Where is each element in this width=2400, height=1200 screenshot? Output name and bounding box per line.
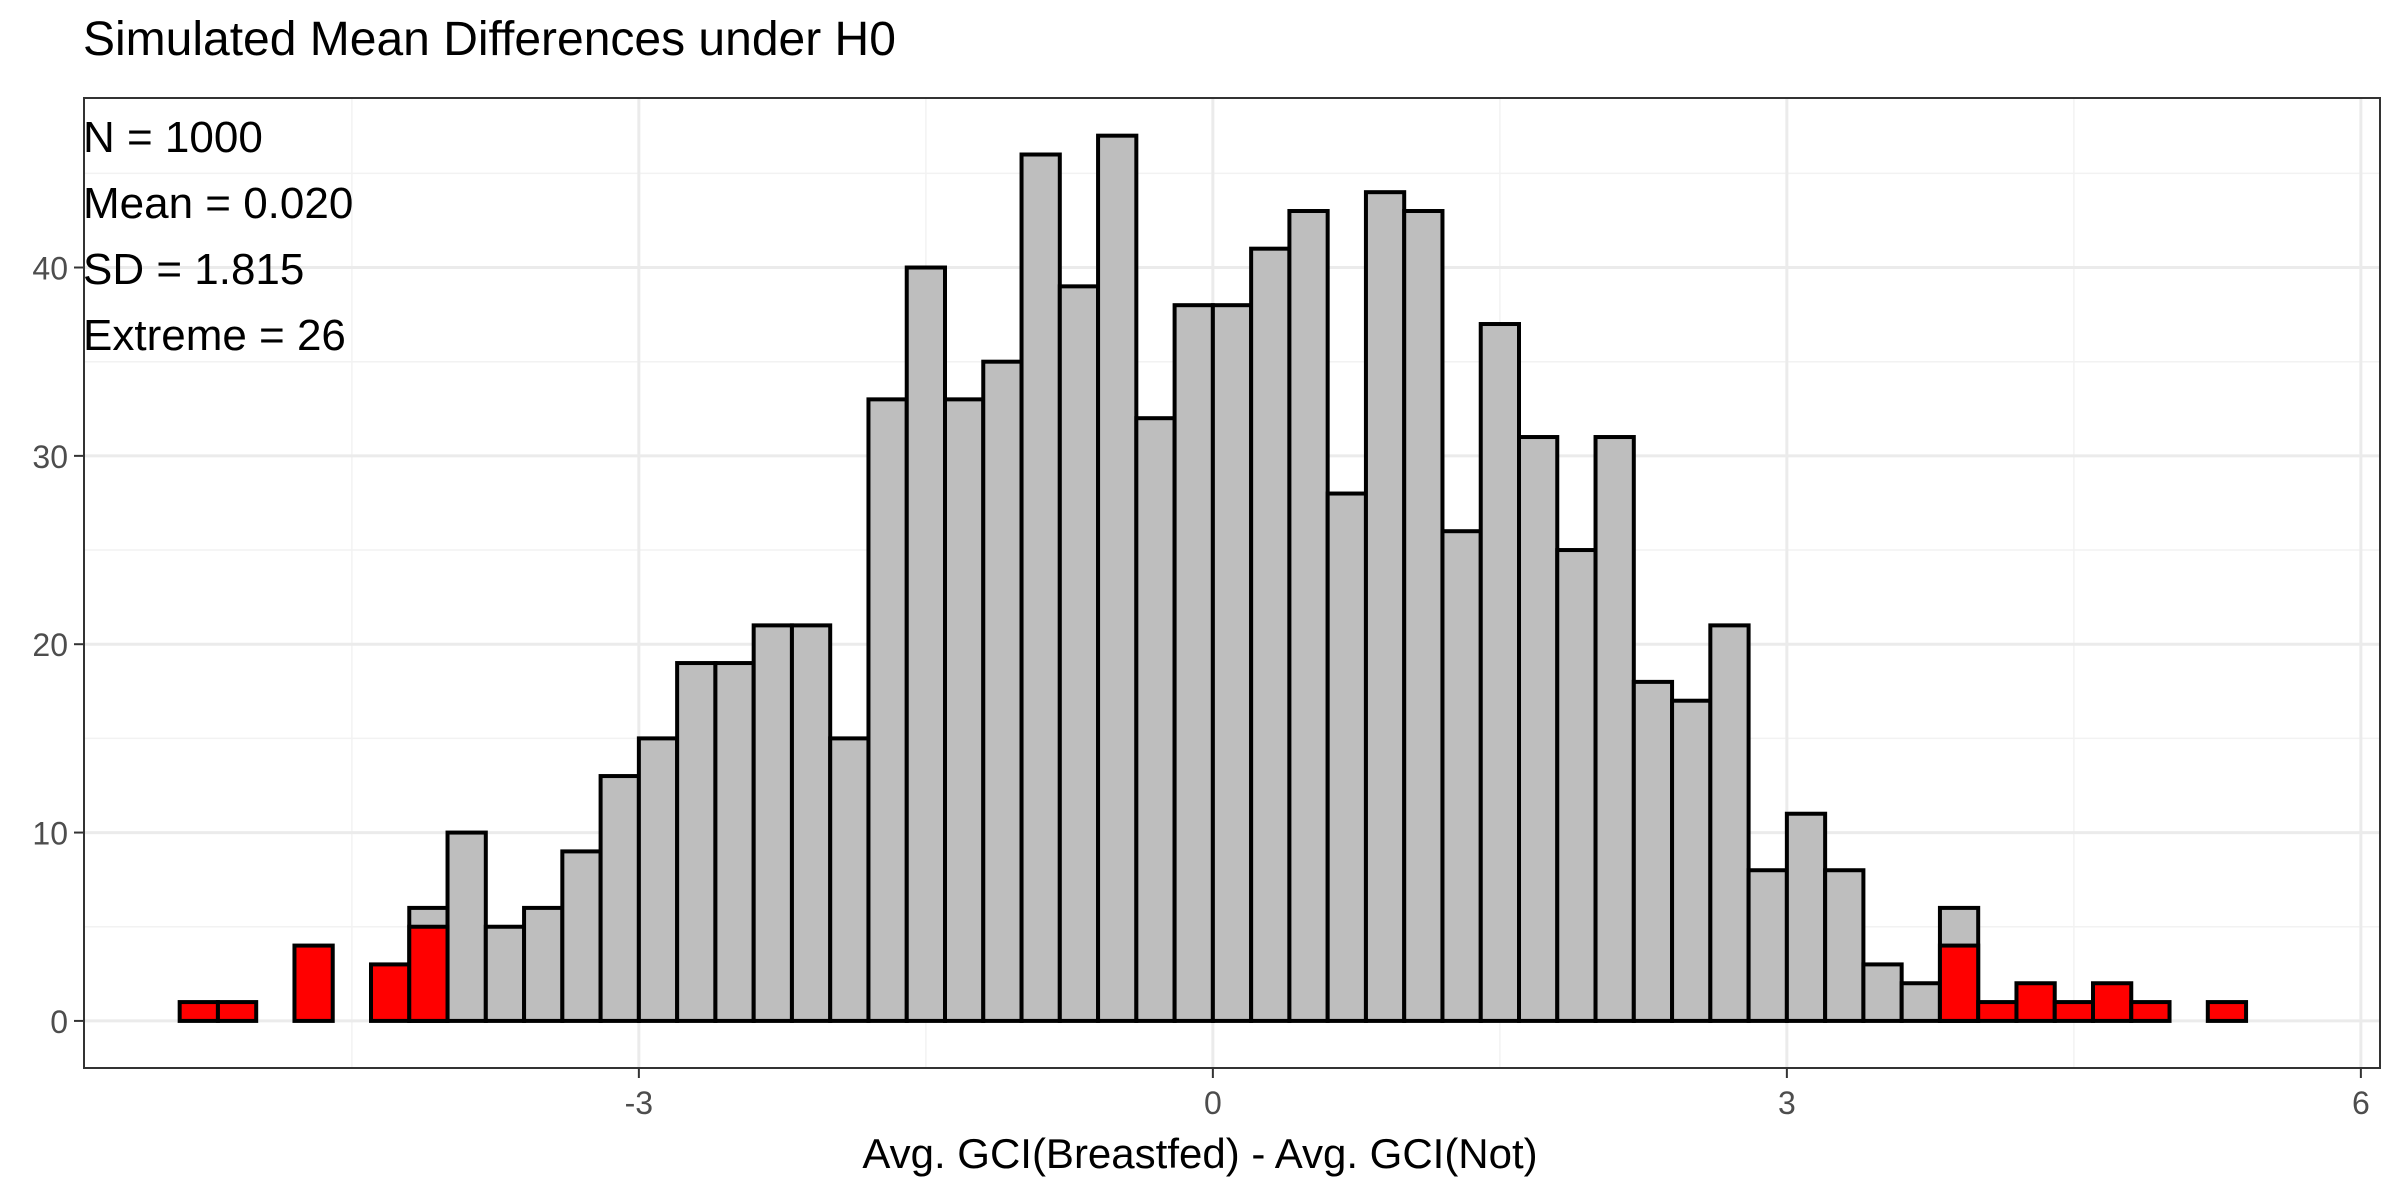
histogram-bar [445, 830, 488, 1023]
histogram-bar [1746, 868, 1789, 1023]
annotation-sd: SD = 1.815 [83, 245, 305, 294]
histogram-bar [483, 924, 527, 1023]
histogram-bar [1134, 416, 1177, 1023]
histogram-bar [1249, 246, 1292, 1023]
histogram-bar [1440, 529, 1483, 1023]
histogram-bar [1325, 491, 1368, 1023]
annotation-n: N = 1000 [83, 113, 263, 162]
histogram-bar [1287, 209, 1330, 1023]
chart-title: Simulated Mean Differences under H0 [83, 13, 896, 66]
extreme-bar [1937, 943, 1981, 1023]
extreme-bar [2129, 1000, 2172, 1023]
histogram-bar [1517, 435, 1560, 1023]
histogram-bars [177, 133, 2249, 1023]
histogram-bar [1784, 811, 1828, 1023]
plot-panel-border [83, 97, 2381, 1069]
histogram-bar [828, 736, 871, 1023]
histogram-bar [1899, 981, 1942, 1023]
extreme-bar [2205, 1000, 2249, 1023]
y-tick-label: 0 [50, 1004, 68, 1040]
histogram-bar [1670, 698, 1713, 1023]
extreme-bar [215, 1000, 259, 1023]
y-tick-label: 10 [32, 816, 68, 852]
y-tick-label: 20 [32, 627, 68, 663]
histogram-bar [522, 905, 565, 1023]
annotation-mean: Mean = 0.020 [83, 179, 354, 228]
histogram-bar [1861, 962, 1904, 1023]
histogram-bar [1402, 209, 1445, 1023]
histogram-bar [1019, 152, 1062, 1023]
histogram-bar [943, 397, 986, 1023]
extreme-bar [2014, 981, 2057, 1023]
histogram-bar [1708, 623, 1751, 1023]
histogram-bar [598, 774, 641, 1023]
extreme-bar [1976, 1000, 2019, 1023]
extreme-bar [2052, 1000, 2096, 1023]
extreme-bar [2091, 981, 2134, 1023]
x-tick-label: 3 [1778, 1085, 1796, 1121]
histogram-bar [1631, 679, 1675, 1023]
histogram-bar [751, 623, 794, 1023]
x-tick-label: 6 [2352, 1085, 2370, 1121]
extreme-bar [407, 924, 450, 1023]
histogram-bar [1210, 303, 1254, 1023]
histogram-bar [866, 397, 909, 1023]
histogram-bar [1823, 868, 1866, 1023]
x-tick-label: 0 [1204, 1085, 1222, 1121]
histogram-bar [1478, 322, 1521, 1023]
extreme-bar [292, 943, 335, 1023]
y-axis: 0 10 20 30 40 [32, 251, 84, 1040]
histogram-bar [636, 736, 680, 1023]
histogram-bar [789, 623, 833, 1023]
y-tick-label: 40 [32, 251, 68, 287]
histogram-bar [1057, 284, 1101, 1023]
histogram-bar [904, 265, 948, 1023]
histogram-bar [675, 661, 718, 1023]
annotation-extreme: Extreme = 26 [83, 311, 346, 360]
histogram-bar [1555, 548, 1598, 1023]
extreme-bar [369, 962, 412, 1023]
histogram-bar [981, 359, 1024, 1023]
x-tick-label: -3 [625, 1085, 653, 1121]
histogram-bar [1096, 133, 1139, 1023]
histogram-bar [560, 849, 603, 1023]
histogram-bar [1363, 190, 1407, 1023]
x-axis: -3 0 3 6 [625, 1068, 2370, 1121]
x-axis-label: Avg. GCI(Breastfed) - Avg. GCI(Not) [862, 1130, 1538, 1177]
histogram-bar [1593, 435, 1636, 1023]
y-tick-label: 30 [32, 439, 68, 475]
histogram-bar [1172, 303, 1215, 1023]
extreme-bar [177, 1000, 220, 1023]
histogram-bar [713, 661, 756, 1023]
